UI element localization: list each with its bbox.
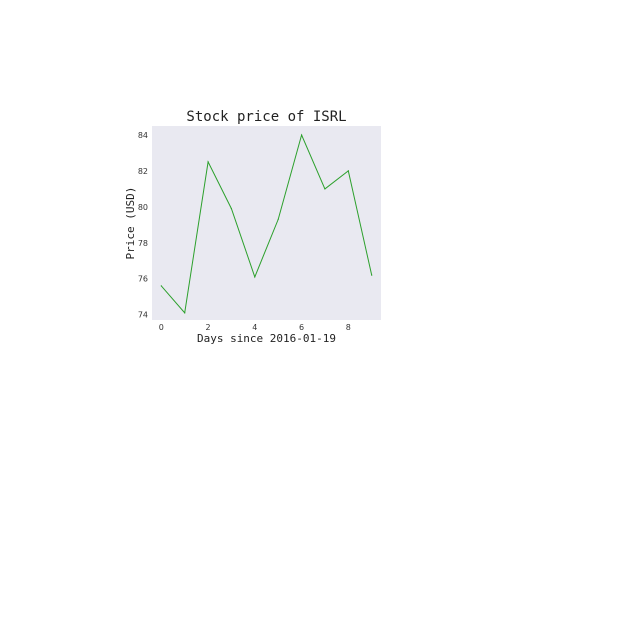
y-tick-label: 80 xyxy=(138,203,148,212)
data-point xyxy=(371,274,373,276)
axis-ticks: 0 2 4 6 8 74 76 78 80 82 84 xyxy=(138,131,351,332)
plot-area xyxy=(152,126,381,320)
series-line xyxy=(160,133,373,314)
series-layer xyxy=(160,133,373,314)
data-point xyxy=(277,218,279,220)
data-point xyxy=(347,170,349,172)
data-point xyxy=(254,276,256,278)
y-tick-label: 76 xyxy=(138,275,148,284)
x-tick-label: 4 xyxy=(252,323,257,332)
data-point xyxy=(184,312,186,314)
x-axis-label: Days since 2016-01-19 xyxy=(197,332,336,345)
y-axis-label: Price (USD) xyxy=(124,187,137,260)
data-point xyxy=(324,188,326,190)
data-point xyxy=(207,161,209,163)
data-point xyxy=(160,285,162,287)
x-tick-label: 8 xyxy=(346,323,351,332)
data-point xyxy=(301,134,303,136)
y-tick-label: 84 xyxy=(138,131,148,140)
x-tick-label: 2 xyxy=(206,323,211,332)
y-tick-label: 82 xyxy=(138,167,148,176)
x-tick-label: 6 xyxy=(299,323,304,332)
data-point xyxy=(230,208,232,210)
y-tick-label: 78 xyxy=(138,239,148,248)
chart-title: Stock price of ISRL xyxy=(186,109,346,125)
y-tick-label: 74 xyxy=(138,311,148,320)
x-tick-label: 0 xyxy=(159,323,164,332)
